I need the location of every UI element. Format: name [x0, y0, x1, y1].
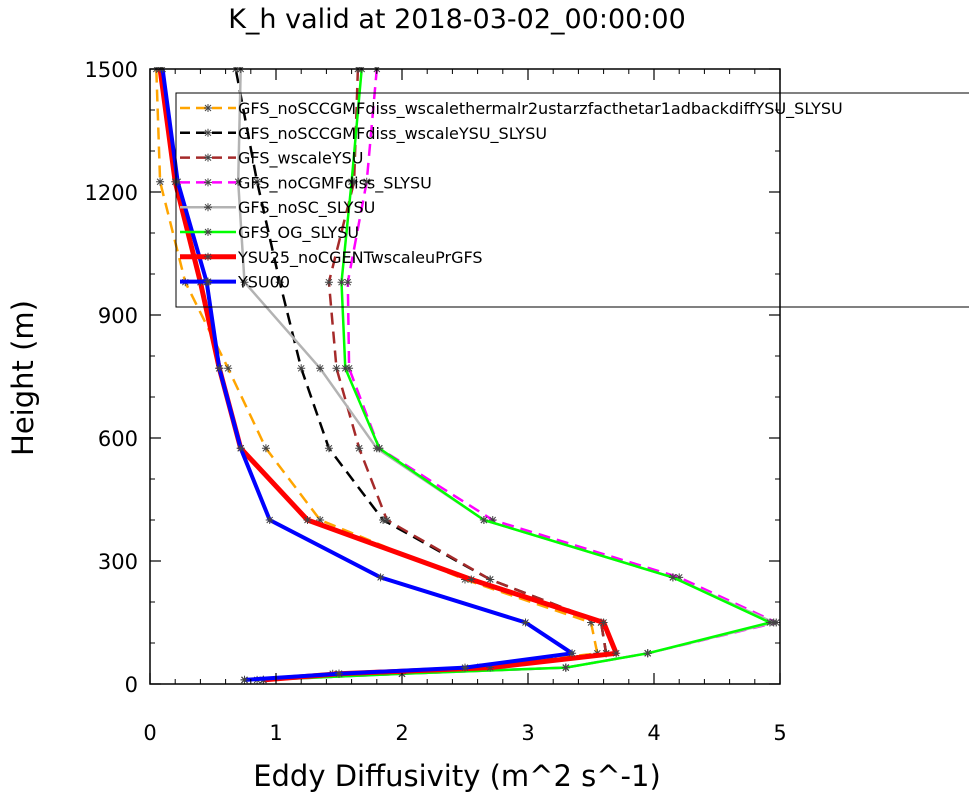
- series-3-point-10: [362, 177, 371, 186]
- series-1-point-7: [324, 444, 333, 453]
- series-7-point-2: [461, 663, 469, 672]
- series-1-point-10: [253, 177, 262, 186]
- legend-label-5: GFS_OG_SLYSU: [238, 223, 359, 243]
- series-4-point-9: [240, 278, 249, 287]
- x-axis-label: Eddy Diffusivity (m^2 s^-1): [253, 759, 661, 793]
- series-4-point-10: [234, 177, 243, 186]
- plot-frame: [149, 68, 781, 685]
- series-2-point-6: [382, 516, 391, 524]
- legend-label-2: GFS_wscaleYSU: [238, 149, 363, 169]
- series-0-point-6: [316, 516, 325, 524]
- series-3-point-6: [488, 516, 497, 524]
- legend-label-3: GFS_noCGMFdiss_SLYSU: [238, 173, 432, 193]
- series-5-point-7: [375, 444, 384, 453]
- y-tick-label: 1200: [85, 181, 138, 205]
- chart-title: K_h valid at 2018-03-02_00:00:00: [228, 4, 686, 35]
- legend-marker-1: [204, 128, 212, 137]
- y-axis-label: Height (m): [6, 300, 40, 456]
- y-tick-label: 300: [98, 550, 138, 574]
- series-6-point-4: [599, 618, 608, 627]
- legend-label-1: GFS_noSCCGMFdiss_wscaleYSU_SLYSU: [238, 124, 547, 144]
- series-line-6: [157, 68, 619, 683]
- x-tick-label: 5: [773, 721, 786, 745]
- legend-marker-4: [204, 203, 212, 212]
- series-6: [156, 67, 621, 684]
- x-tick-label: 3: [521, 721, 534, 745]
- legend-marker-3: [204, 178, 212, 187]
- legend-marker-0: [204, 104, 212, 112]
- series-2-point-8: [332, 364, 341, 373]
- legend: GFS_noSCCGMFdiss_wscalethermalr2ustarzfa…: [175, 92, 969, 308]
- series-5-point-2: [561, 663, 570, 672]
- series-7-point-7: [236, 444, 245, 453]
- series-6-point-6: [303, 516, 312, 524]
- legend-label-7: YSU00: [237, 273, 290, 292]
- series-3-point-5: [675, 573, 684, 582]
- series-6-point-5: [467, 575, 476, 584]
- series-0-point-4: [587, 618, 595, 627]
- series-line-5: [263, 68, 772, 682]
- series-5-point-5: [668, 573, 677, 582]
- legend-marker-5: [204, 228, 212, 236]
- legend-marker-7: [204, 277, 212, 286]
- plot-lines: [152, 67, 781, 684]
- series-2-point-7: [355, 444, 364, 453]
- series-7-point-4: [521, 618, 530, 627]
- series-0-point-10: [156, 177, 165, 186]
- series-7-point-6: [265, 516, 274, 524]
- series-2-point-5: [486, 575, 495, 584]
- series-7-point-1: [335, 669, 343, 678]
- legend-box: [175, 92, 969, 308]
- series-5-point-3: [643, 649, 652, 658]
- series-0-point-7: [261, 444, 270, 453]
- series-7-point-5: [376, 573, 385, 582]
- series-7-point-0: [240, 675, 249, 684]
- series-1-point-9: [275, 278, 284, 287]
- legend-label-0: GFS_noSCCGMFdiss_wscalethermalr2ustarzfa…: [238, 99, 843, 119]
- legend-label-6: YSU25_noCGENTwscaleuPrGFS: [237, 248, 483, 268]
- legend-marker-2: [204, 153, 212, 162]
- legend-marker-6: [204, 252, 212, 261]
- series-5-point-6: [479, 516, 488, 524]
- series-7-point-8: [215, 364, 224, 373]
- series-6-point-3: [612, 649, 621, 658]
- x-tick-label: 4: [647, 721, 660, 745]
- series-line-7: [160, 68, 575, 682]
- series-1-point-8: [297, 364, 306, 373]
- series-6-point-2: [486, 663, 495, 672]
- series-5-point-4: [765, 618, 774, 627]
- series-5-point-10: [347, 177, 356, 186]
- series-0-point-8: [224, 364, 233, 373]
- x-tick-label: 0: [143, 721, 156, 745]
- series-2-point-9: [324, 278, 333, 287]
- y-tick-label: 1500: [85, 58, 138, 82]
- series-5-point-8: [341, 364, 350, 373]
- series-4-point-8: [316, 364, 325, 373]
- legend-label-4: GFS_noSC_SLYSU: [238, 198, 375, 218]
- x-tick-label: 2: [395, 721, 408, 745]
- y-tick-label: 900: [98, 304, 138, 328]
- y-tick-label: 600: [98, 427, 138, 451]
- series-5-point-9: [337, 278, 346, 287]
- y-tick-label: 0: [125, 673, 138, 697]
- x-tick-label: 1: [269, 721, 282, 745]
- series-3-point-9: [343, 278, 352, 287]
- series-7-point-3: [568, 649, 577, 658]
- axes: 0 1 2 3 4 5 0 300 600 900 1200 1500: [85, 58, 787, 745]
- series-7-point-10: [173, 177, 182, 186]
